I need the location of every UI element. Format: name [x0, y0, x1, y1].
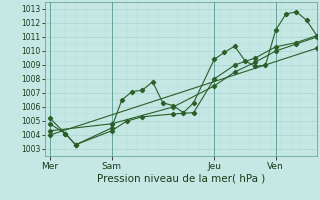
X-axis label: Pression niveau de la mer( hPa ): Pression niveau de la mer( hPa ) [97, 173, 265, 183]
